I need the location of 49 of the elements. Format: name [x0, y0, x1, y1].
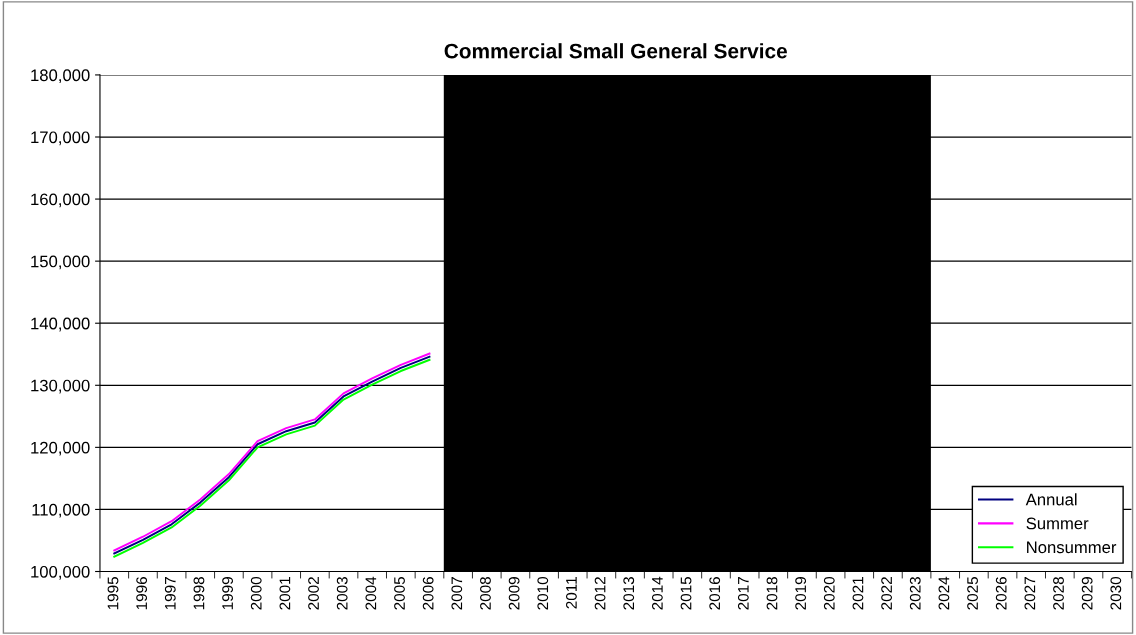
x-tick-label: 2007 [451, 577, 463, 610]
x-tick-label: 2019 [795, 577, 807, 610]
x-tick-label: 2023 [909, 577, 921, 610]
x-tick-label: 2026 [995, 577, 1007, 610]
y-tick-label: 160,000 [31, 193, 90, 208]
x-tick-label: 2021 [852, 577, 864, 610]
x-tick-label: 2014 [651, 576, 663, 610]
x-tick-label: 2000 [250, 576, 262, 610]
x-tick-label: 2010 [537, 576, 549, 610]
y-tick-label: 180,000 [31, 69, 90, 84]
x-tick-label: 1997 [164, 577, 176, 610]
x-tick-label: 1998 [193, 577, 205, 610]
legend-label: Annual [1025, 493, 1077, 506]
x-tick-label: 2008 [480, 577, 491, 610]
y-tick-label: 130,000 [31, 379, 90, 394]
x-tick-label: 2016 [709, 577, 721, 610]
x-tick-label: 2004 [365, 576, 377, 610]
x-tick-label: 2015 [680, 577, 692, 610]
x-tick-label: 2001 [279, 577, 291, 610]
legend-label: Nonsummer [1027, 541, 1117, 554]
x-tick-label: 1996 [136, 577, 148, 610]
y-tick-label: 120,000 [31, 441, 90, 456]
x-tick-label: 2009 [508, 577, 520, 610]
y-tick-label: 100,000 [31, 565, 90, 580]
x-tick-label: 2013 [623, 577, 635, 610]
x-tick-label: 2006 [422, 577, 434, 610]
y-tick-label: 150,000 [31, 255, 90, 270]
x-tick-label: 2003 [336, 577, 348, 610]
legend-label: Summer [1026, 517, 1089, 530]
x-tick-label: 2027 [1024, 577, 1036, 610]
x-tick-label: 2022 [881, 577, 893, 610]
x-tick-label: 2020 [823, 576, 835, 610]
chart-title: Commercial Small General Service [444, 43, 787, 59]
x-tick-label: 2029 [1081, 577, 1093, 610]
x-tick-label: 2011 [566, 577, 577, 609]
x-tick-label: 2012 [594, 577, 606, 610]
y-tick-label: 140,000 [31, 317, 90, 332]
x-tick-label: 2002 [308, 577, 319, 610]
x-tick-label: 1995 [107, 577, 119, 610]
x-tick-label: 2025 [967, 577, 978, 610]
x-tick-label: 2018 [766, 577, 778, 610]
x-tick-label: 2005 [394, 577, 405, 610]
x-tick-label: 1999 [222, 577, 234, 610]
y-tick-label: 110,000 [32, 503, 90, 518]
x-tick-label: 2024 [938, 576, 950, 610]
x-tick-label: 2028 [1053, 577, 1064, 610]
x-tick-label: 2017 [737, 577, 749, 610]
x-tick-label: 2030 [1110, 576, 1122, 610]
y-tick-label: 170,000 [31, 131, 90, 146]
